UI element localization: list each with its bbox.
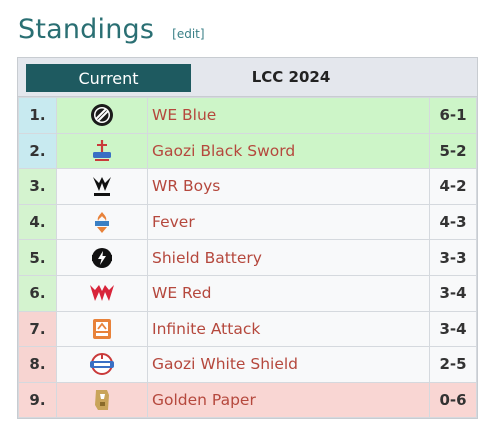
- team-link[interactable]: Gaozi White Shield: [152, 355, 299, 374]
- rank-cell: 4.: [18, 203, 57, 241]
- standings-grid: 1. WE Blue 6-1 2.: [18, 97, 477, 419]
- record-cell: 5-2: [429, 132, 477, 170]
- rank-cell: 6.: [18, 274, 57, 312]
- team-cell: Shield Battery: [147, 239, 430, 276]
- table-row: 9. Golden Paper 0-6: [18, 381, 477, 419]
- table-row: 3. WR Boys 4-2: [18, 168, 477, 205]
- shield-battery-logo[interactable]: [56, 239, 148, 276]
- team-cell: Gaozi White Shield: [147, 346, 430, 383]
- team-cell: WE Red: [147, 274, 430, 312]
- edit-link[interactable]: [edit]: [172, 27, 205, 41]
- team-cell: WR Boys: [147, 168, 430, 205]
- record-cell: 4-3: [429, 203, 477, 241]
- record-cell: 3-3: [429, 239, 477, 276]
- table-row: 4. Fever 4-3: [18, 203, 477, 241]
- team-cell: Fever: [147, 203, 430, 241]
- table-row: 1. WE Blue 6-1: [18, 97, 477, 134]
- rank-cell: 9.: [18, 381, 57, 419]
- table-row: 6. WE Red 3-4: [18, 274, 477, 312]
- gaozi-white-shield-logo[interactable]: [56, 346, 148, 383]
- table-row: 5. Shield Battery 3-3: [18, 239, 477, 276]
- we-red-logo[interactable]: [56, 274, 148, 312]
- team-link[interactable]: Golden Paper: [152, 391, 256, 410]
- team-link[interactable]: Gaozi Black Sword: [152, 141, 296, 160]
- table-row: 8. Gaozi White Shield 2-5: [18, 346, 477, 383]
- record-cell: 0-6: [429, 381, 477, 419]
- rank-cell: 7.: [18, 310, 57, 348]
- season-label: LCC 2024: [251, 68, 331, 86]
- standings-tabbar: Current LCC 2024: [18, 58, 477, 97]
- record-cell: 4-2: [429, 168, 477, 205]
- team-link[interactable]: WR Boys: [152, 177, 221, 196]
- team-link[interactable]: WE Red: [152, 284, 212, 303]
- standings-heading: Standings [edit]: [18, 14, 205, 45]
- team-link[interactable]: WE Blue: [152, 106, 217, 125]
- team-cell: WE Blue: [147, 97, 430, 134]
- fever-logo[interactable]: [56, 203, 148, 241]
- golden-paper-logo[interactable]: [56, 381, 148, 419]
- table-row: 2. Gaozi Black Sword 5-2: [18, 132, 477, 170]
- team-cell: Infinite Attack: [147, 310, 430, 348]
- tab-current[interactable]: Current: [26, 64, 191, 92]
- rank-cell: 5.: [18, 239, 57, 276]
- section-title: Standings: [18, 14, 155, 45]
- team-link[interactable]: Fever: [152, 213, 195, 232]
- record-cell: 3-4: [429, 310, 477, 348]
- record-cell: 6-1: [429, 97, 477, 134]
- rank-cell: 3.: [18, 168, 57, 205]
- we-blue-logo[interactable]: [56, 97, 148, 134]
- record-cell: 2-5: [429, 346, 477, 383]
- team-link[interactable]: Infinite Attack: [152, 319, 261, 338]
- table-row: 7. Infinite Attack 3-4: [18, 310, 477, 348]
- rank-cell: 1.: [18, 97, 57, 134]
- rank-cell: 8.: [18, 346, 57, 383]
- record-cell: 3-4: [429, 274, 477, 312]
- infinite-attack-logo[interactable]: [56, 310, 148, 348]
- rank-cell: 2.: [18, 132, 57, 170]
- standings-table: Current LCC 2024 1. WE Blue 6-1: [17, 57, 478, 420]
- team-cell: Gaozi Black Sword: [147, 132, 430, 170]
- team-link[interactable]: Shield Battery: [152, 248, 262, 267]
- gaozi-black-sword-logo[interactable]: [56, 132, 148, 170]
- team-cell: Golden Paper: [147, 381, 430, 419]
- wr-boys-logo[interactable]: [56, 168, 148, 205]
